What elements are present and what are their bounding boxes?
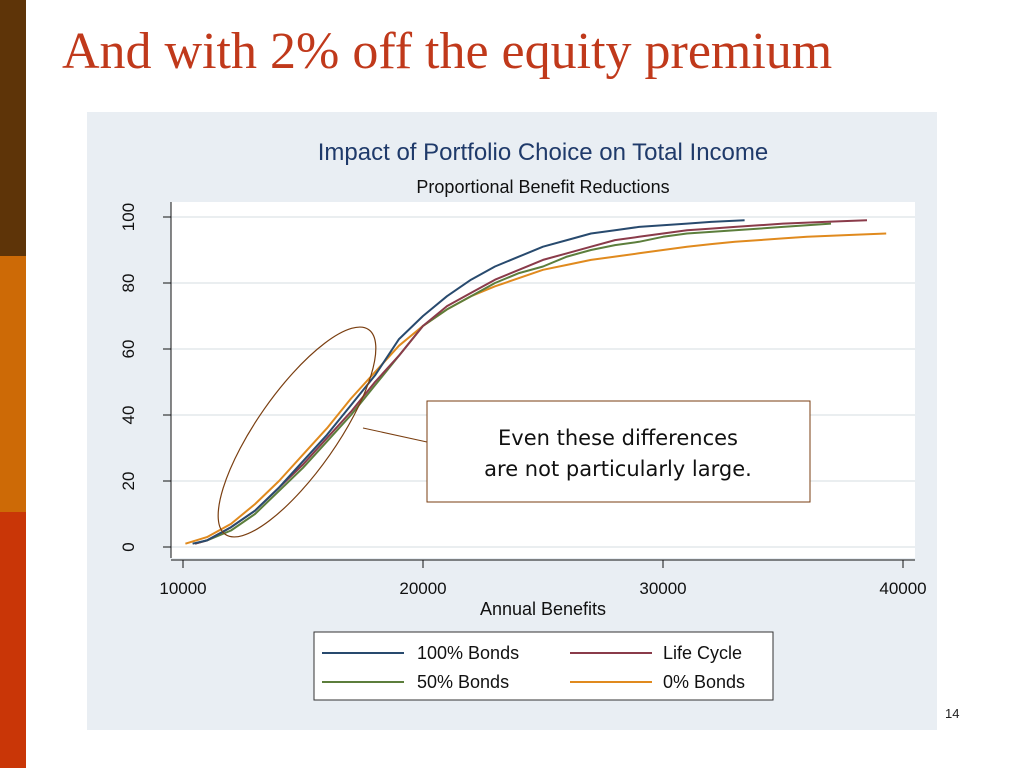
legend-label-life-cycle: Life Cycle [663,643,742,663]
chart-panel: Impact of Portfolio Choice on Total Inco… [87,112,937,730]
annotation-text-line-2: are not particularly large. [484,457,752,481]
sidebar-accent [0,0,26,768]
highlight-ellipse [217,326,377,538]
x-axis-label: Annual Benefits [480,599,606,619]
annotation-box [426,400,811,503]
annotation-connector [362,427,428,443]
x-axis: 10000 20000 30000 40000 [159,559,927,598]
legend-box [313,631,774,701]
y-tick-label: 80 [119,274,138,293]
y-tick-label: 0 [119,542,138,551]
page-number: 14 [945,706,960,721]
annotation-text-line-1: Even these differences [498,426,738,450]
series-line-100-bonds [192,219,745,545]
legend-label-50-bonds: 50% Bonds [417,672,509,692]
series-line-50-bonds [194,222,832,545]
chart-title: Impact of Portfolio Choice on Total Inco… [318,139,768,166]
x-tick-label: 10000 [159,579,206,598]
series-line-0-bonds [185,232,887,545]
x-tick-label: 40000 [879,579,926,598]
sidebar-segment-top [0,0,26,256]
legend-label-0-bonds: 0% Bonds [663,672,745,692]
y-tick-label: 100 [119,203,138,231]
x-tick-label: 30000 [639,579,686,598]
slide-title: And with 2% off the equity premium [62,23,833,80]
y-tick-label: 60 [119,340,138,359]
plot-area [171,202,915,558]
y-axis: 0 20 40 60 80 100 [119,202,172,558]
series-line-life-cycle [194,219,868,545]
sidebar-segment-middle [0,256,26,512]
sidebar-segment-bottom [0,512,26,768]
legend: 100% Bonds Life Cycle 50% Bonds 0% Bonds [322,643,745,692]
x-tick-label: 20000 [399,579,446,598]
legend-label-100-bonds: 100% Bonds [417,643,519,663]
chart: Impact of Portfolio Choice on Total Inco… [119,139,927,701]
y-tick-label: 40 [119,406,138,425]
chart-subtitle: Proportional Benefit Reductions [416,177,669,197]
y-tick-label: 20 [119,472,138,491]
series-lines [185,219,887,545]
